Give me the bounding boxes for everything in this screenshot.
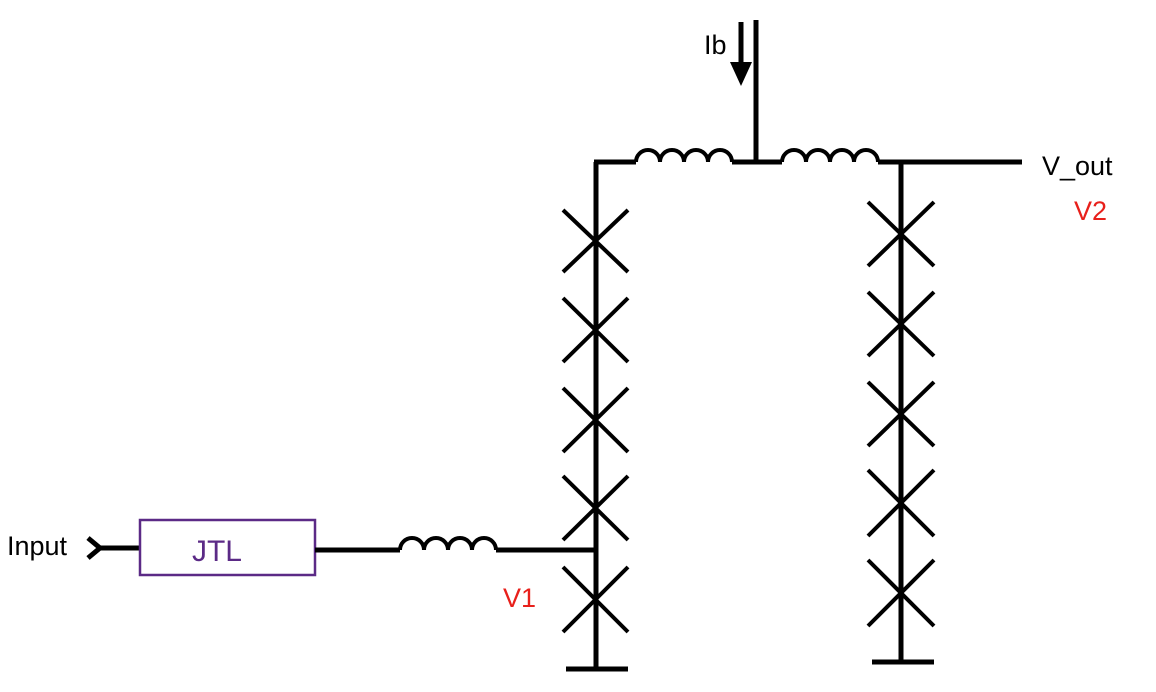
josephson-junction — [561, 208, 630, 274]
jtl-block: JTL — [138, 518, 317, 577]
bias-feed — [730, 20, 759, 164]
input-inductor — [398, 536, 498, 551]
josephson-junction — [866, 200, 936, 268]
josephson-junction — [866, 380, 936, 448]
jtl-label: JTL — [192, 535, 242, 568]
josephson-junction — [561, 565, 630, 634]
top-right-inductor — [780, 148, 880, 163]
top-left-inductor — [634, 148, 734, 163]
left-junction-stack — [561, 208, 630, 634]
arrow-down-icon — [730, 62, 752, 86]
input-label: Input — [7, 531, 68, 561]
josephson-junction — [561, 386, 630, 454]
right-junction-stack — [866, 200, 936, 628]
josephson-junction — [866, 558, 936, 628]
bias-label: Ib — [704, 30, 727, 60]
josephson-junction — [866, 290, 936, 358]
output-label: V_out — [1042, 151, 1113, 181]
josephson-junction — [561, 296, 630, 364]
node-v1-label: V1 — [503, 583, 536, 613]
input-arrow-icon — [86, 536, 140, 560]
josephson-junction — [866, 468, 936, 538]
node-v2-label: V2 — [1074, 196, 1107, 226]
josephson-junction — [561, 474, 630, 542]
